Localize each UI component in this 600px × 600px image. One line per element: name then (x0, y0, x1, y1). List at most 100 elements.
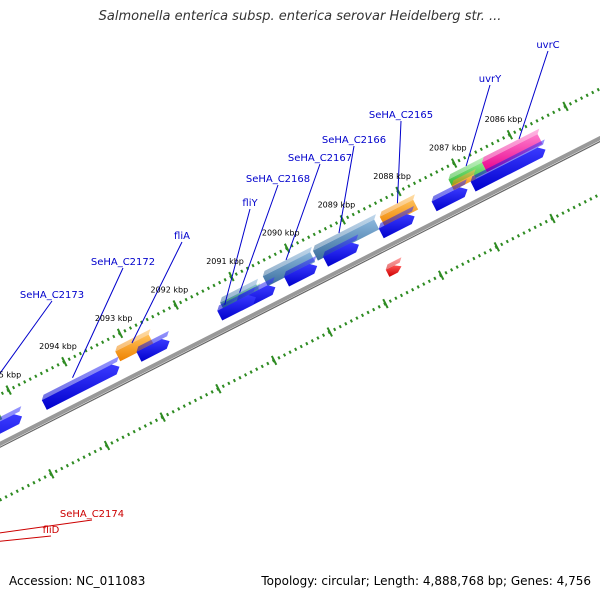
minor-tick (333, 327, 337, 332)
minor-tick (223, 277, 227, 282)
minor-tick (583, 200, 587, 204)
minor-tick (429, 172, 433, 177)
cds-forward-4[interactable] (323, 234, 359, 267)
minor-tick (37, 478, 42, 482)
minor-tick (110, 441, 114, 445)
minor-tick (594, 194, 598, 198)
minor-tick (349, 319, 353, 323)
leader-uvrC (518, 50, 549, 140)
gene-label-SeHA_C2166[interactable]: SeHA_C2166 (322, 135, 386, 146)
minor-tick (490, 141, 495, 146)
minor-tick (190, 295, 194, 299)
minor-tick (535, 119, 539, 123)
cds-forward-8[interactable] (136, 330, 170, 362)
tick-label: 2092 kbp (151, 285, 189, 294)
minor-tick (167, 306, 172, 310)
major-tick (172, 300, 179, 310)
minor-tick (496, 138, 500, 143)
minor-tick (288, 350, 292, 354)
major-tick (437, 270, 445, 281)
cds-forward-10[interactable] (0, 406, 23, 467)
gene-label-SeHA_C2172[interactable]: SeHA_C2172 (91, 257, 155, 268)
leader-SeHA_C2174 (0, 519, 93, 534)
major-tick (48, 468, 55, 479)
gene-label-uvrC[interactable]: uvrC (536, 40, 559, 51)
cds-forward-7[interactable] (217, 286, 256, 321)
minor-tick (318, 229, 322, 234)
gene-SeHA_C2167[interactable] (262, 246, 316, 287)
gene-label-fliD[interactable]: fliD (43, 525, 60, 536)
leader-SeHA_C2166 (338, 145, 355, 234)
minor-tick (407, 184, 411, 188)
minor-tick (251, 263, 255, 268)
minor-tick (516, 234, 521, 238)
cds-forward-2[interactable] (431, 179, 468, 212)
cds-reverse-marker[interactable] (385, 257, 402, 277)
leader-SeHA_C2165 (396, 120, 402, 204)
minor-tick (89, 346, 94, 350)
minor-tick (362, 207, 366, 211)
minor-tick (171, 409, 175, 414)
major-tick (103, 440, 111, 451)
minor-tick (45, 368, 49, 373)
tick-label: 2095 kbp (0, 371, 21, 380)
minor-tick (262, 258, 266, 262)
minor-tick (566, 208, 571, 213)
minor-tick (561, 211, 565, 215)
minor-tick (115, 438, 120, 442)
minor-tick (273, 252, 277, 257)
minor-tick (307, 235, 311, 240)
gene-label-fliY[interactable]: fliY (242, 198, 258, 209)
minor-tick (444, 270, 448, 275)
minor-tick (238, 375, 242, 380)
minor-tick (132, 429, 136, 434)
minor-tick (145, 317, 149, 322)
gene-label-SeHA_C2167[interactable]: SeHA_C2167 (288, 153, 352, 164)
minor-tick (39, 371, 43, 376)
tick-label: 2087 kbp (429, 144, 467, 153)
minor-tick (17, 382, 21, 387)
cds-forward-9[interactable] (41, 356, 120, 410)
minor-tick (513, 130, 517, 135)
gene-label-SeHA_C2174[interactable]: SeHA_C2174 (60, 509, 124, 520)
minor-tick (472, 256, 476, 261)
minor-tick (360, 313, 365, 318)
minor-tick (527, 228, 532, 232)
cds-forward-1[interactable] (470, 139, 546, 192)
minor-tick (552, 110, 556, 115)
minor-tick (112, 334, 116, 339)
major-tick (506, 129, 513, 140)
major-tick (61, 356, 68, 367)
tick-labels: 2086 kbp 2087 kbp 2088 kbp 2089 kbp 2090 kbp… (0, 115, 522, 380)
minor-tick (555, 214, 559, 218)
cds-forward-5[interactable] (284, 255, 318, 287)
major-tick (382, 298, 389, 309)
minor-tick (377, 304, 381, 309)
minor-tick (76, 458, 81, 462)
gene-label-SeHA_C2173[interactable]: SeHA_C2173 (20, 290, 84, 301)
minor-tick (316, 336, 320, 340)
leader-fliD (0, 535, 52, 542)
minor-tick (373, 201, 378, 205)
minor-tick (424, 175, 428, 180)
minor-tick (568, 102, 572, 106)
minor-tick (312, 232, 316, 237)
minor-tick (502, 136, 506, 140)
minor-tick (50, 365, 55, 370)
minor-tick (54, 469, 58, 474)
gene-label-fliA[interactable]: fliA (174, 231, 190, 242)
gene-label-SeHA_C2168[interactable]: SeHA_C2168 (246, 174, 310, 185)
minor-tick (143, 424, 147, 428)
minor-tick (466, 259, 470, 264)
minor-tick (205, 392, 209, 397)
inner-tick-ring (0, 194, 598, 502)
minor-tick (366, 310, 370, 315)
minor-tick (206, 286, 211, 291)
gene-uvrC[interactable] (481, 128, 543, 173)
gene-label-SeHA_C2165[interactable]: SeHA_C2165 (369, 110, 433, 121)
backbone-shadow (0, 140, 600, 448)
cds-forward-3[interactable] (378, 206, 415, 239)
gene-label-uvrY[interactable]: uvrY (479, 74, 502, 85)
